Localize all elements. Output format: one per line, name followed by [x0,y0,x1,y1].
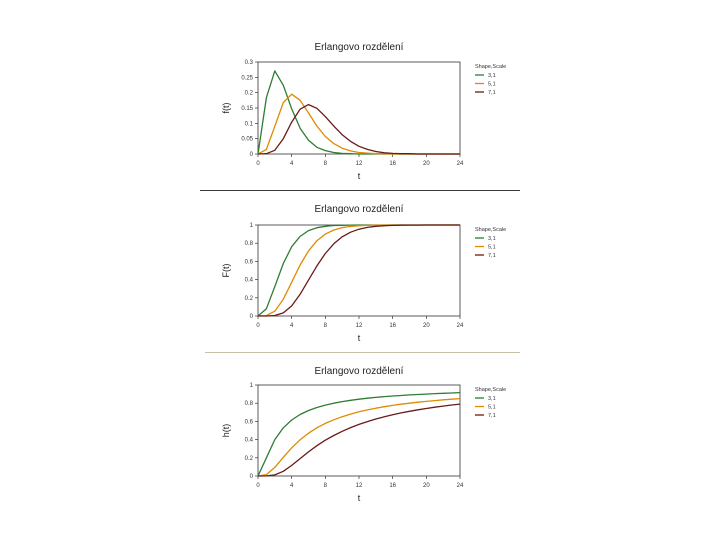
x-tick-label: 0 [256,323,260,329]
y-tick-label: 0.15 [241,106,253,112]
series-line-7-1 [257,403,461,477]
y-tick-label: 0.6 [245,259,254,265]
y-tick-label: 0 [250,474,254,480]
y-tick-label: 0.8 [245,241,254,247]
chart-title: Erlangovo rozdělení [315,204,404,215]
y-tick-label: 0 [250,152,254,158]
y-tick-label: 0.2 [245,296,254,302]
y-tick-label: 0.1 [245,121,254,127]
x-tick-label: 16 [389,323,396,329]
legend-entry: 7,1 [488,90,496,96]
chart-title: Erlangovo rozdělení [315,366,404,377]
series-line-7-1 [258,224,460,317]
y-tick-label: 1 [250,223,254,229]
y-tick-label: 0.8 [245,401,254,407]
series-line-5-1 [257,224,460,317]
y-tick-label: 1 [250,383,254,389]
x-tick-label: 16 [389,161,396,167]
y-tick-label: 0.25 [241,75,253,81]
x-tick-label: 24 [457,161,464,167]
plot-frame [257,224,461,317]
y-tick-label: 0.2 [245,456,254,462]
series-line-5-1 [257,93,460,155]
x-tick-label: 20 [423,323,430,329]
x-tick-label: 4 [290,483,294,489]
x-axis-label: t [358,493,361,503]
x-tick-label: 12 [356,323,363,329]
x-axis-label: t [358,171,361,181]
y-tick-label: 0.2 [245,91,254,97]
chart-title: Erlangovo rozdělení [315,42,404,53]
series-line-7-1 [257,103,460,155]
legend-entry: 5,1 [488,82,496,88]
legend-entry: 7,1 [488,253,496,259]
plot-frame [257,61,461,155]
y-tick-label: 0.05 [241,137,253,143]
y-axis-label: h(t) [221,424,231,438]
x-tick-label: 24 [457,323,464,329]
panel-separator-bottom [205,352,520,353]
x-tick-label: 8 [324,483,328,489]
chart-panel-2: Erlangovo rozdělení 0 4 8 12 16 20 24 0 0.2 0.4 0.6… [221,204,506,343]
y-tick-label: 0.4 [245,278,254,284]
x-tick-label: 24 [457,483,464,489]
chart-panel-3: Erlangovo rozdělení 0 4 8 12 16 20 24 0 0.2 0.4 0.6… [221,366,506,503]
x-tick-label: 4 [290,161,294,167]
x-tick-label: 12 [356,161,363,167]
y-axis-label: f(t) [221,103,231,114]
x-tick-label: 0 [256,161,260,167]
y-axis-label: F(t) [221,264,231,278]
legend-entry: 7,1 [488,413,496,419]
legend-title: Shape,Scale [475,64,506,70]
series-line-5-1 [257,397,461,477]
series-line-3-1 [257,70,460,155]
series-line-3-1 [257,224,460,317]
legend-entry: 5,1 [488,245,496,251]
legend-title: Shape,Scale [475,227,506,233]
y-tick-label: 0.3 [245,60,254,66]
y-tick-label: 0 [250,314,254,320]
x-tick-label: 0 [256,483,260,489]
x-tick-label: 20 [423,483,430,489]
x-tick-label: 4 [290,323,294,329]
x-axis-label: t [358,333,361,343]
series-line-3-1 [257,391,461,477]
x-tick-label: 16 [389,483,396,489]
x-tick-label: 8 [324,323,328,329]
y-tick-label: 0.6 [245,419,254,425]
legend-entry: 5,1 [488,405,496,411]
x-tick-label: 8 [324,161,328,167]
legend-entry: 3,1 [488,236,496,242]
legend-entry: 3,1 [488,396,496,402]
panel-separator-top [200,190,520,191]
x-tick-label: 20 [423,161,430,167]
legend-entry: 3,1 [488,73,496,79]
x-tick-label: 12 [356,483,363,489]
legend-title: Shape,Scale [475,387,506,393]
chart-panel-1: Erlangovo rozdělení 0 4 8 12 16 20 24 0 0.05 0.1 0.… [221,42,506,181]
y-tick-label: 0.4 [245,438,254,444]
